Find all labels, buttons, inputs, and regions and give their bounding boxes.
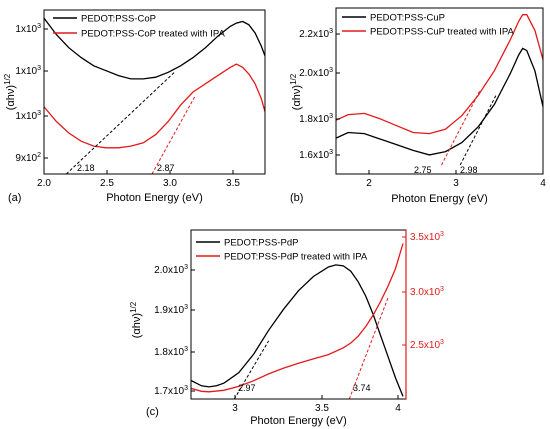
onset-annotation: 2.98	[460, 165, 478, 175]
series-line	[191, 264, 404, 397]
y-tick-label: 1x103	[15, 110, 41, 122]
y-tick-label-exponent: 3	[184, 385, 188, 392]
y2-tick-label: 3.0x103	[410, 286, 444, 298]
legend-entry: PEDOT:PSS-CuP treated with IPA	[370, 27, 514, 38]
onset-annotation: 3.74	[353, 383, 371, 393]
y-tick-label: 2.0x103	[299, 67, 333, 79]
y-tick-label-exponent: 2	[37, 152, 41, 159]
y-tick-label-mantissa: 1.9x10	[154, 305, 184, 316]
y-tick-label-mantissa: 2.0x10	[154, 265, 184, 276]
y-tick-label-exponent: 3	[329, 113, 333, 120]
plot-frame	[335, 7, 544, 175]
x-tick-label: 2.0	[37, 178, 51, 189]
y-tick-label-mantissa: 1.7x10	[154, 386, 184, 397]
y-tick-label: 1x103	[15, 65, 41, 77]
y-tick-label: 1.9x103	[154, 304, 188, 316]
tangent-line	[65, 71, 175, 174]
y-tick-label: 1.6x103	[299, 149, 333, 161]
tangent-line	[233, 340, 270, 399]
y-axis-label-base: (αhν)	[5, 85, 17, 110]
panel-label: (b)	[290, 192, 303, 204]
x-tick-label: 3.5	[315, 403, 329, 414]
y-tick-label-exponent: 3	[329, 28, 333, 35]
x-axis-label: Photon Energy (eV)	[391, 193, 488, 205]
y-tick-label-mantissa: 1x10	[15, 24, 37, 35]
onset-annotation: 2.97	[238, 383, 256, 393]
y2-tick-label-exponent: 3	[440, 286, 444, 293]
y-tick-label: 1x103	[15, 23, 41, 35]
y-tick-label-exponent: 3	[37, 65, 41, 72]
onset-annotation: 2.87	[157, 163, 175, 173]
legend-entry: PEDOT:PSS-CoP treated with IPA	[81, 29, 225, 40]
legend-entry: PEDOT:PSS-PdP	[224, 238, 298, 249]
y2-tick-label-mantissa: 3.0x10	[410, 287, 440, 298]
y-axis-label-exponent: 1/2	[3, 73, 12, 85]
y-tick-label: 2.2x103	[299, 28, 333, 40]
panel-2: 3 3.5 4 Photon Energy (eV) (c) PEDOT:PSS-PdP P…	[146, 229, 407, 427]
x-tick-label: 3	[232, 403, 238, 414]
x-tick-label: 4	[395, 403, 401, 414]
panel-1: 2 3 4 Photon Energy (eV) (b) PEDOT:PSS-CuP PED…	[290, 7, 546, 205]
y-tick-label-mantissa: 1.6x10	[299, 150, 329, 161]
y-axis-label: (αhν)1/2	[289, 73, 303, 110]
onset-annotation: 2.18	[77, 163, 95, 173]
legend-entry: PEDOT:PSS-CuP	[370, 13, 445, 24]
series-line	[191, 243, 404, 393]
y-tick-label: 1.8x103	[299, 113, 333, 125]
y-tick-label-mantissa: 1.8x10	[299, 114, 329, 125]
series-line	[44, 17, 265, 80]
y-tick-label: 9x102	[15, 152, 41, 164]
x-tick-label: 4	[540, 178, 546, 189]
legend-entry: PEDOT:PSS-PdP treated with IPA	[224, 252, 368, 263]
x-tick-label: 3.0	[163, 178, 177, 189]
y-tick-label-exponent: 3	[184, 264, 188, 271]
y-tick-label: 1.8x103	[154, 346, 188, 358]
y-tick-label-mantissa: 1x10	[15, 66, 37, 77]
y-axis-label-exponent: 1/2	[129, 301, 138, 313]
y-tick-label-exponent: 3	[184, 346, 188, 353]
series-line	[336, 14, 543, 135]
x-tick-label: 2	[366, 178, 372, 189]
y-tick-label: 1.7x103	[154, 385, 188, 397]
y-tick-label-mantissa: 2.2x10	[299, 29, 329, 40]
x-axis-label: Photon Energy (eV)	[250, 415, 347, 427]
tangent-line	[459, 95, 497, 166]
y-tick-label-exponent: 3	[329, 67, 333, 74]
y-tick-label-mantissa: 1x10	[15, 111, 37, 122]
y-axis-label-base: (αhν)	[291, 85, 303, 110]
series-line	[44, 63, 265, 149]
y-tick-label: 2.0x103	[154, 264, 188, 276]
tangent-line	[441, 90, 481, 166]
y-tick-label-mantissa: 1.8x10	[154, 347, 184, 358]
y-tick-label-exponent: 3	[184, 304, 188, 311]
panel-0: 2.0 2.5 3.0 3.5 Photon Energy (eV) (a) PEDOT:P…	[8, 9, 266, 204]
plot-frame	[43, 9, 266, 175]
y2-tick-label: 3.5x103	[410, 231, 444, 243]
y2-tick-label-exponent: 3	[440, 339, 444, 346]
y-tick-label-exponent: 3	[329, 149, 333, 156]
tangent-line	[348, 297, 389, 399]
y-axis-label: (αhν)1/2	[129, 301, 143, 338]
y-axis-label-base: (αhν)	[131, 313, 143, 338]
y-axis-label-exponent: 1/2	[289, 73, 298, 85]
y2-tick-label-exponent: 3	[440, 231, 444, 238]
y-tick-label-exponent: 3	[37, 110, 41, 117]
x-axis-label: Photon Energy (eV)	[106, 192, 203, 204]
onset-annotation: 2.75	[414, 165, 432, 175]
legend-entry: PEDOT:PSS-CoP	[81, 14, 156, 25]
panel-label: (c)	[146, 406, 159, 418]
x-tick-label: 2.5	[100, 178, 114, 189]
panel-label: (a)	[8, 192, 21, 204]
y2-tick-label: 2.5x103	[410, 339, 444, 351]
x-tick-label: 3.5	[226, 178, 240, 189]
y-axis-label: (αhν)1/2	[3, 73, 17, 110]
y-tick-label-exponent: 3	[37, 23, 41, 30]
series-line	[336, 47, 543, 156]
x-tick-label: 3	[453, 178, 459, 189]
y-tick-label-mantissa: 2.0x10	[299, 68, 329, 79]
y2-tick-label-mantissa: 2.5x10	[410, 340, 440, 351]
y-tick-label-mantissa: 9x10	[15, 153, 37, 164]
y2-tick-label-mantissa: 3.5x10	[410, 232, 440, 243]
